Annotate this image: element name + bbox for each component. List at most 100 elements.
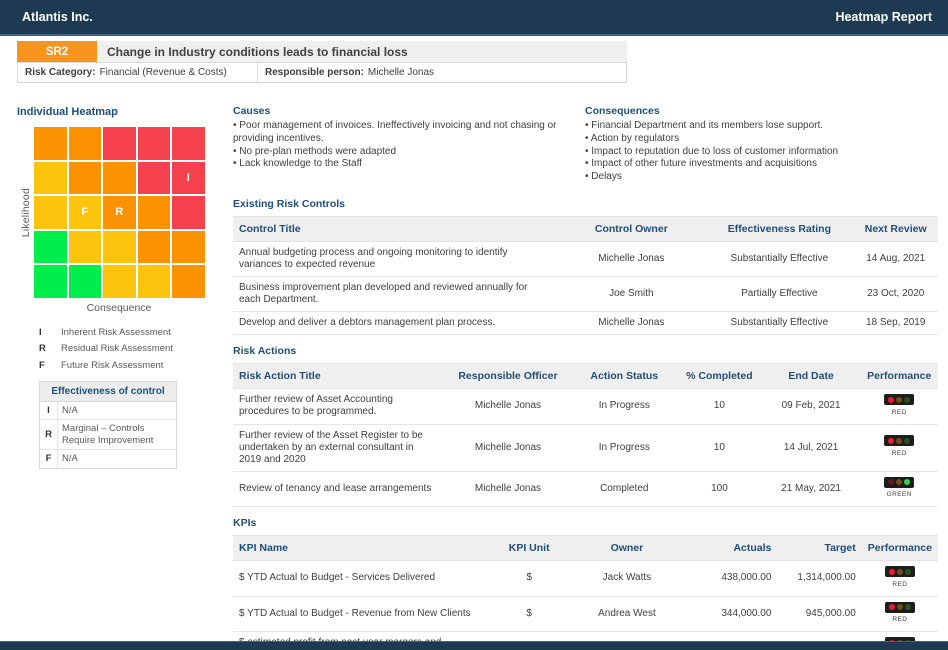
bullet-item: • No pre-plan methods were adapted — [233, 145, 397, 157]
pct-completed-cell: 10 — [677, 424, 762, 472]
risk-action-row: Further review of the Asset Register to … — [233, 424, 938, 472]
next-review-cell: 23 Oct, 2020 — [853, 276, 938, 312]
legend-label: Future Risk Assessment — [61, 359, 164, 371]
effectiveness-value: N/A — [62, 453, 78, 464]
risk-action-row: Further review of Asset Accounting proce… — [233, 388, 938, 425]
existing-risk-controls-title: Existing Risk Controls — [233, 198, 346, 210]
existing-risk-controls-table: Control Title Control Owner Effectivenes… — [233, 216, 938, 335]
traffic-light-indicator — [884, 435, 915, 447]
responsible-person-label: Responsible person: — [265, 67, 364, 78]
legend-key: F — [39, 359, 45, 371]
performance-label: RED — [891, 449, 907, 457]
control-title-cell: Annual budgeting process and ongoing mon… — [233, 241, 558, 277]
risk-action-row: Review of tenancy and lease arrangements… — [233, 471, 938, 507]
table-header-row: Risk Action Title Responsible Officer Ac… — [233, 363, 938, 389]
col-control-owner: Control Owner — [557, 216, 706, 242]
heatmap-cell — [137, 230, 170, 263]
risk-detail-panel: Causes • Poor management of invoices. In… — [233, 105, 938, 650]
causes-consequences-row: Causes • Poor management of invoices. In… — [233, 105, 938, 188]
col-next-review: Next Review — [853, 216, 938, 242]
kpi-owner-cell: Andrea West — [567, 596, 687, 632]
effectiveness-table-title: Effectiveness of control — [40, 381, 176, 402]
col-actuals: Actuals — [686, 535, 778, 561]
control-owner-cell: Michelle Jonas — [557, 311, 706, 335]
performance-cell: RED — [861, 596, 938, 632]
risk-summary-block: SR2 Change in Industry conditions leads … — [17, 41, 627, 83]
heatmap-cell — [34, 265, 67, 298]
action-status-cell: In Progress — [571, 388, 678, 425]
consequences-section: Consequences • Financial Department and … — [585, 105, 938, 188]
heatmap-cell — [103, 265, 136, 298]
col-control-title: Control Title — [233, 216, 558, 242]
bullet-item: • Lack knowledge to the Staff — [233, 158, 362, 170]
heatmap-cell — [68, 127, 101, 160]
causes-title: Causes — [233, 105, 271, 117]
end-date-cell: 09 Feb, 2021 — [761, 388, 861, 425]
bottom-bar — [0, 641, 948, 650]
heatmap-cell: I — [172, 161, 205, 194]
kpi-name-cell: $ YTD Actual to Budget - Services Delive… — [233, 560, 491, 597]
heatmap-cell — [103, 161, 136, 194]
control-title-cell: Develop and deliver a debtors management… — [233, 311, 558, 335]
action-title-cell: Further review of Asset Accounting proce… — [233, 388, 445, 425]
performance-cell: RED — [861, 560, 938, 597]
col-performance: Performance — [861, 535, 938, 561]
performance-label: RED — [892, 616, 908, 623]
heatmap-cell: R — [103, 196, 136, 229]
legend-item: F Future Risk Assessment — [39, 360, 222, 371]
risk-id-badge: SR2 — [17, 41, 97, 62]
effectiveness-row: R Marginal – Controls Require Improvemen… — [40, 420, 176, 450]
responsible-officer-cell: Michelle Jonas — [444, 471, 572, 507]
kpi-unit-cell: $ — [490, 596, 568, 632]
heatmap-cell — [68, 265, 101, 298]
consequence-axis-label: Consequence — [86, 301, 152, 314]
heatmap-cell — [34, 196, 67, 229]
heatmap-cell — [103, 127, 136, 160]
legend-item: I Inherent Risk Assessment — [39, 327, 222, 338]
kpi-owner-cell: Jack Watts — [567, 560, 687, 597]
risk-title: Change in Industry conditions leads to f… — [97, 41, 627, 62]
performance-label: RED — [892, 580, 908, 588]
pct-completed-cell: 100 — [677, 471, 762, 507]
table-header-row: Control Title Control Owner Effectivenes… — [233, 216, 938, 242]
company-name: Atlantis Inc. — [22, 10, 93, 24]
legend-item: R Residual Risk Assessment — [39, 343, 222, 354]
effectiveness-value: Marginal – Controls Require Improvement — [62, 423, 154, 446]
effectiveness-value: N/A — [62, 404, 78, 416]
kpis-section: KPIs KPI Name KPI Unit Owner Actuals Tar… — [233, 517, 938, 650]
kpi-target-cell: 1,314,000.00 — [777, 560, 862, 597]
action-title-cell: Review of tenancy and lease arrangements — [233, 471, 445, 507]
legend-label: Residual Risk Assessment — [61, 343, 173, 354]
heatmap-cell — [34, 161, 67, 194]
responsible-officer-cell: Michelle Jonas — [444, 424, 572, 472]
risk-actions-section: Risk Actions Risk Action Title Responsib… — [233, 345, 938, 507]
risk-actions-table: Risk Action Title Responsible Officer Ac… — [233, 363, 938, 507]
col-performance: Performance — [860, 363, 938, 389]
effectiveness-rating-cell: Substantially Effective — [705, 311, 854, 335]
heatmap-cell — [172, 127, 205, 160]
traffic-light-indicator — [884, 601, 915, 613]
traffic-light-indicator — [884, 394, 915, 405]
col-kpi-name: KPI Name — [233, 535, 491, 561]
heatmap-cell — [137, 161, 170, 194]
effectiveness-key: F — [40, 450, 58, 468]
causes-list: • Poor management of invoices. Ineffecti… — [233, 120, 567, 171]
risk-category-value: Financial (Revenue & Costs) — [99, 67, 227, 78]
causes-section: Causes • Poor management of invoices. In… — [233, 105, 585, 188]
action-title-cell: Further review of the Asset Register to … — [233, 424, 445, 472]
top-app-bar: Atlantis Inc. Heatmap Report — [0, 0, 948, 36]
effectiveness-of-control-table: Effectiveness of control I N/A R Margina… — [39, 380, 177, 469]
heatmap-cell: F — [68, 196, 101, 229]
existing-risk-controls-section: Existing Risk Controls Control Title Con… — [233, 198, 938, 335]
risk-category-label: Risk Category: — [25, 67, 96, 78]
likelihood-axis-label: Likelihood — [19, 187, 32, 237]
bullet-item: • Impact of other future investments and… — [585, 158, 817, 170]
heatmap-cell — [137, 196, 170, 229]
heatmap-cell — [172, 230, 205, 263]
kpis-table: KPI Name KPI Unit Owner Actuals Target P… — [233, 535, 938, 650]
heatmap-cell — [103, 230, 136, 263]
kpi-target-cell: 945,000.00 — [777, 596, 862, 632]
control-owner-cell: Joe Smith — [557, 276, 706, 312]
